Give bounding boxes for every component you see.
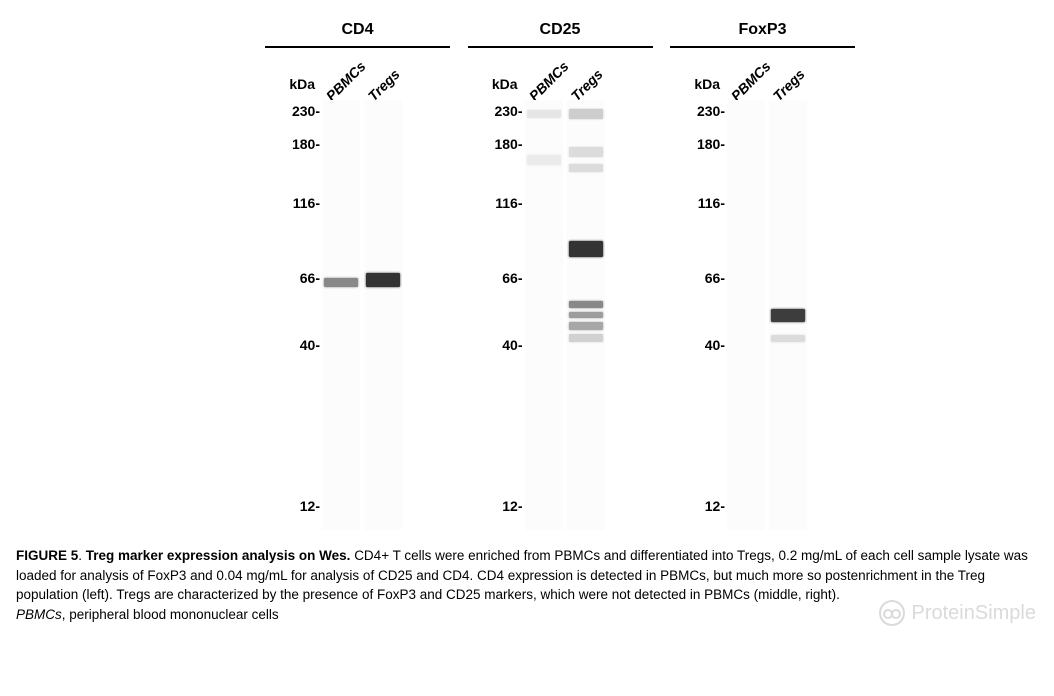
- wechat-icon: [879, 600, 905, 626]
- lanes-area: [320, 100, 440, 530]
- blot-band: [569, 312, 603, 318]
- blot-band: [771, 335, 805, 342]
- mw-tick: 116-: [262, 195, 320, 211]
- blot-panels: CD4kDaPBMCsTregs230-180-116-66-40-12-CD2…: [260, 20, 860, 54]
- blot-band: [527, 155, 561, 165]
- kda-unit-label: kDa: [463, 76, 518, 92]
- blot-band: [771, 309, 805, 322]
- blot-panel: FoxP3kDaPBMCsTregs230-180-116-66-40-12-: [665, 20, 860, 54]
- mw-ladder: 230- 180- 116- 66- 40- 12-: [463, 100, 523, 530]
- mw-tick: 230-: [262, 103, 320, 119]
- mw-tick: 116-: [667, 195, 725, 211]
- lane-label: PBMCs: [323, 58, 369, 104]
- blot-band: [569, 241, 603, 257]
- blot-panel: CD25kDaPBMCsTregs230-180-116-66-40-12-: [463, 20, 658, 54]
- header-underline: [265, 46, 450, 48]
- kda-unit-label: kDa: [260, 76, 315, 92]
- blot-band: [569, 322, 603, 330]
- lane-label: PBMCs: [525, 58, 571, 104]
- header-underline: [468, 46, 653, 48]
- watermark: ProteinSimple: [879, 600, 1036, 626]
- blot-lane: [525, 100, 563, 530]
- panel-title: CD25: [463, 20, 658, 46]
- mw-tick: 180-: [465, 136, 523, 152]
- mw-tick: 66-: [667, 270, 725, 286]
- blot-panel: CD4kDaPBMCsTregs230-180-116-66-40-12-: [260, 20, 455, 54]
- blot-band: [569, 109, 603, 119]
- blot-lane: [727, 100, 765, 530]
- blot-band: [569, 147, 603, 157]
- mw-tick: 116-: [465, 195, 523, 211]
- blot-band: [324, 278, 358, 287]
- lane-label: Tregs: [770, 66, 808, 104]
- blot-band: [569, 301, 603, 308]
- mw-ladder: 230- 180- 116- 66- 40- 12-: [260, 100, 320, 530]
- mw-tick: 40-: [262, 337, 320, 353]
- mw-tick: 180-: [667, 136, 725, 152]
- header-underline: [670, 46, 855, 48]
- mw-tick: 40-: [667, 337, 725, 353]
- mw-tick: 12-: [465, 498, 523, 514]
- mw-tick: 40-: [465, 337, 523, 353]
- blot-band: [366, 273, 400, 287]
- mw-tick: 12-: [667, 498, 725, 514]
- mw-tick: 230-: [667, 103, 725, 119]
- lane-label: Tregs: [365, 66, 403, 104]
- caption-sep: .: [78, 548, 86, 563]
- kda-unit-label: kDa: [665, 76, 720, 92]
- mw-tick: 66-: [465, 270, 523, 286]
- abbr-term: PBMCs: [16, 607, 62, 622]
- mw-tick: 66-: [262, 270, 320, 286]
- blot-band: [527, 110, 561, 118]
- abbr-rest: , peripheral blood mononuclear cells: [62, 607, 279, 622]
- blot-lane: [567, 100, 605, 530]
- lane-labels-row: kDaPBMCsTregs: [665, 54, 860, 94]
- blot-lane: [769, 100, 807, 530]
- mw-ladder: 230- 180- 116- 66- 40- 12-: [665, 100, 725, 530]
- mw-tick: 230-: [465, 103, 523, 119]
- lane-label: PBMCs: [728, 58, 774, 104]
- mw-tick: 180-: [262, 136, 320, 152]
- figure-area: CD4kDaPBMCsTregs230-180-116-66-40-12-CD2…: [260, 20, 860, 530]
- blot-band: [569, 164, 603, 172]
- lane-label: Tregs: [567, 66, 605, 104]
- watermark-text: ProteinSimple: [911, 602, 1036, 625]
- lane-labels-row: kDaPBMCsTregs: [260, 54, 455, 94]
- lanes-area: [523, 100, 643, 530]
- panel-title: FoxP3: [665, 20, 860, 46]
- figure-title: Treg marker expression analysis on Wes.: [86, 548, 351, 563]
- lanes-area: [725, 100, 845, 530]
- mw-tick: 12-: [262, 498, 320, 514]
- lane-labels-row: kDaPBMCsTregs: [463, 54, 658, 94]
- blot-lane: [322, 100, 360, 530]
- blot-band: [569, 334, 603, 342]
- panel-title: CD4: [260, 20, 455, 46]
- blot-lane: [364, 100, 402, 530]
- figure-label: FIGURE 5: [16, 548, 78, 563]
